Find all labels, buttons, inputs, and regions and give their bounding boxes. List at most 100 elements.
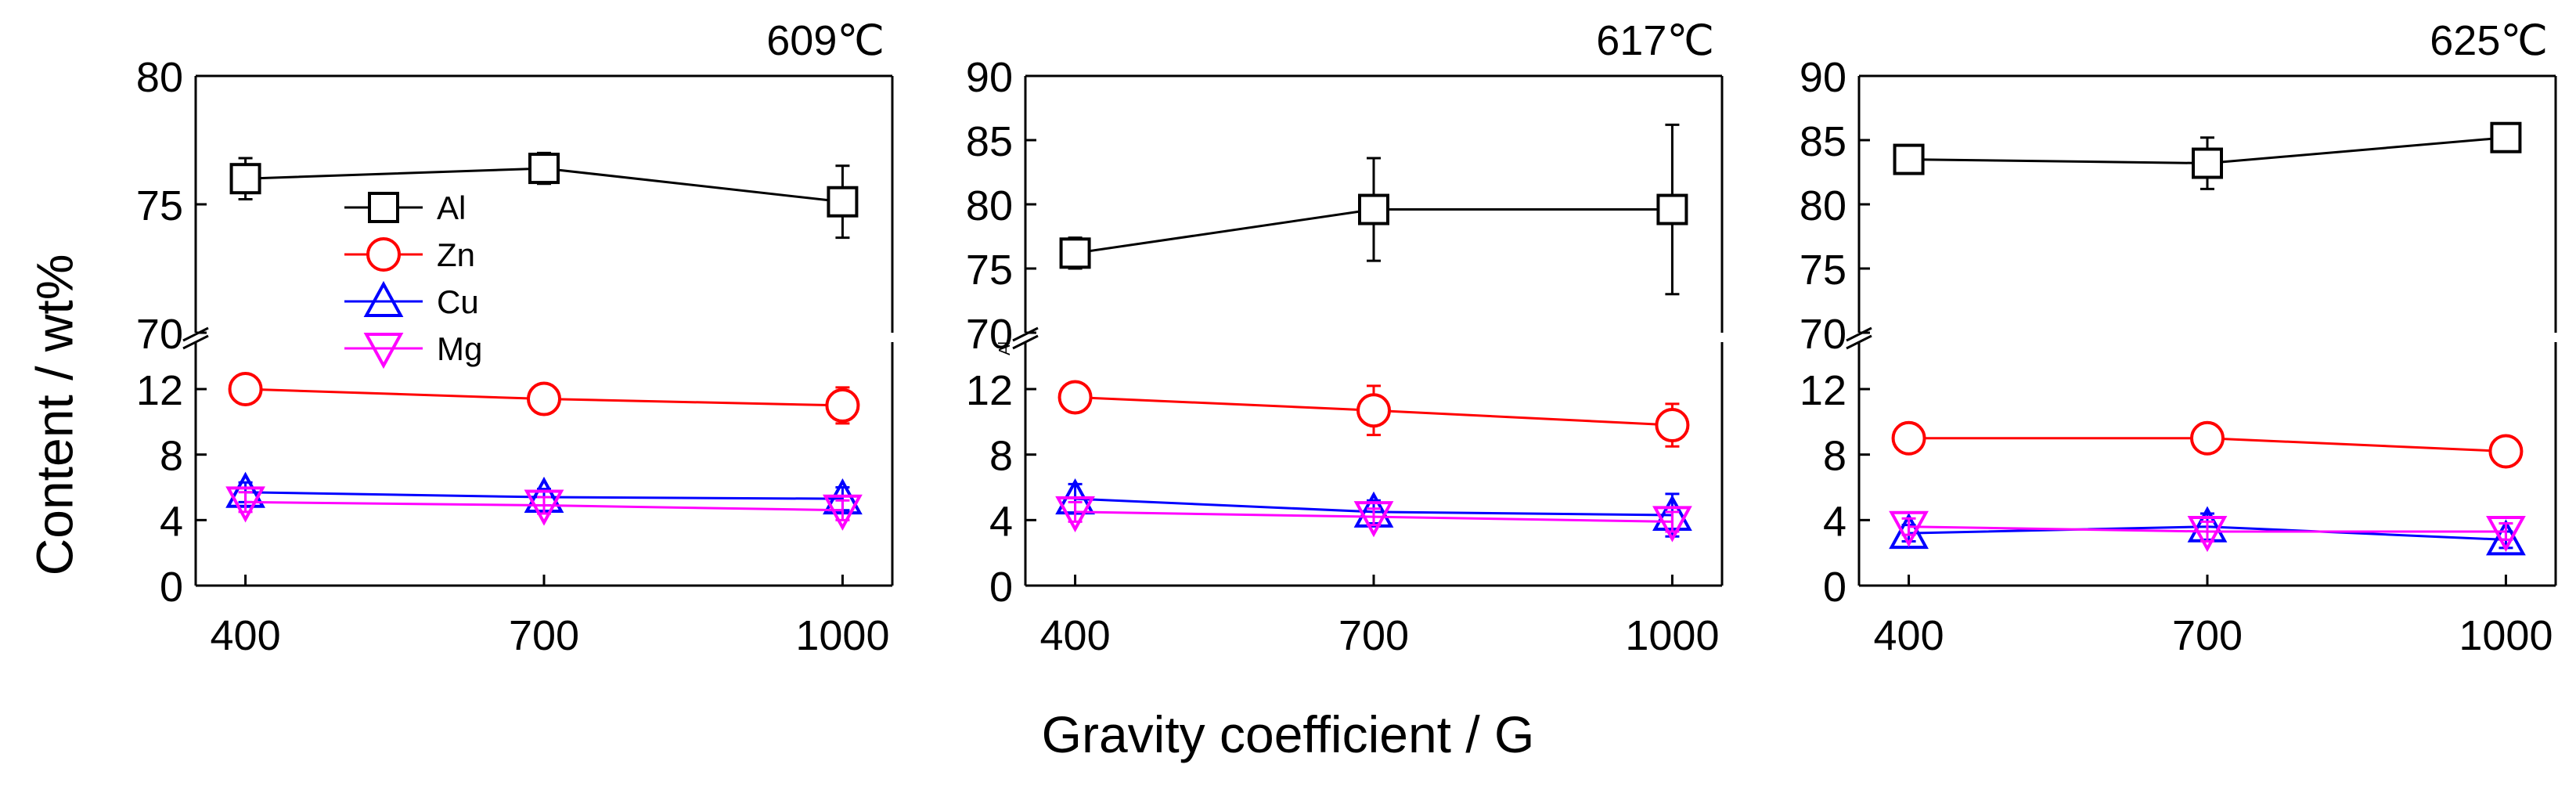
y-tick-label: 75 <box>966 247 1013 294</box>
data-point-mg <box>225 486 265 523</box>
legend-entry-mg: Mg <box>344 330 482 370</box>
data-point-zn <box>2190 420 2225 456</box>
y-tick-label: 90 <box>1800 54 1846 101</box>
data-point-mg <box>1652 506 1692 543</box>
data-point-al <box>1893 143 1925 175</box>
legend-entry-al: Al <box>344 189 466 226</box>
legend: Al Zn Cu Mg <box>344 189 482 370</box>
data-point-zn <box>228 372 263 406</box>
y-tick-label: 70 <box>966 311 1013 358</box>
data-point-mg <box>1055 496 1095 533</box>
legend-label: Al <box>437 189 466 226</box>
x-tick-label: 400 <box>1874 612 1944 659</box>
axis-break-mark <box>182 326 209 342</box>
axis-break-mark <box>1846 334 1872 350</box>
y-tick-label: 8 <box>989 433 1013 480</box>
legend-marker <box>368 192 399 223</box>
legend-label: Zn <box>437 236 475 273</box>
panel-title: 617℃ <box>1596 17 1714 64</box>
data-point-al <box>528 153 560 185</box>
legend-marker <box>363 333 404 370</box>
data-point-zn <box>527 381 561 416</box>
data-point-al <box>229 163 261 195</box>
legend-marker <box>366 237 401 272</box>
data-point-mg <box>1353 501 1394 538</box>
data-point-al <box>1059 237 1091 269</box>
legend-label: Cu <box>437 283 479 320</box>
figure-x-axis-label: Gravity coefficient / G <box>1041 705 1535 763</box>
y-tick-label: 80 <box>1800 182 1846 229</box>
data-point-al <box>2192 147 2223 179</box>
x-tick-label: 700 <box>1338 612 1409 659</box>
x-tick-label: 1000 <box>1625 612 1719 659</box>
data-point-cu <box>2486 519 2526 556</box>
y-tick-label: 8 <box>160 433 183 480</box>
data-point-mg <box>2187 515 2228 553</box>
x-tick-label: 700 <box>2172 612 2243 659</box>
data-point-zn <box>2488 434 2524 469</box>
y-tick-label: 80 <box>966 182 1013 229</box>
data-point-cu <box>1889 512 1929 550</box>
axis-break-mark <box>1012 326 1039 342</box>
legend-entry-cu: Cu <box>344 280 479 320</box>
x-tick-label: 400 <box>1040 612 1111 659</box>
panel-title: 625℃ <box>2430 17 2548 64</box>
data-point-al <box>1656 193 1688 225</box>
data-point-zn <box>1057 380 1093 415</box>
data-point-al <box>2490 121 2522 153</box>
y-tick-label: 4 <box>1823 498 1846 545</box>
series-mg <box>1889 510 2526 553</box>
x-tick-label: 700 <box>509 612 579 659</box>
axis-break-mark <box>1012 334 1039 350</box>
data-point-zn <box>1891 420 1926 456</box>
y-tick-label: 0 <box>1823 564 1846 611</box>
y-tick-label: 85 <box>1800 118 1846 165</box>
chart-panel-2: 70 75 80 85 90 0 4 8 12 400 700 1000 617℃ Al <box>966 17 1724 659</box>
y-tick-label: 75 <box>1800 247 1846 294</box>
data-point-zn <box>1356 393 1391 428</box>
data-point-mg <box>1889 510 1929 547</box>
y-tick-label: 75 <box>136 182 183 229</box>
y-tick-label: 70 <box>1800 311 1846 358</box>
series-al <box>229 151 859 240</box>
series-al <box>1059 123 1688 296</box>
legend-entry-zn: Zn <box>344 236 475 273</box>
series-mg <box>225 486 863 531</box>
chart-panel-1: 70 75 80 0 4 8 12 400 700 1000 609℃ Al Zn Cu Mg <box>136 17 894 659</box>
data-point-mg <box>823 494 863 531</box>
series-zn <box>1057 380 1690 448</box>
series-al <box>1893 121 2522 190</box>
x-tick-label: 400 <box>211 612 281 659</box>
axis-break-mark <box>182 334 209 350</box>
data-point-al <box>1358 193 1389 225</box>
series-zn <box>1891 420 2524 469</box>
x-tick-label: 1000 <box>2459 612 2553 659</box>
y-tick-label: 70 <box>136 311 183 358</box>
data-point-mg <box>2486 515 2526 553</box>
y-tick-label: 12 <box>136 367 183 414</box>
y-tick-label: 80 <box>136 54 183 101</box>
data-point-zn <box>825 388 860 423</box>
y-tick-label: 12 <box>1800 367 1846 414</box>
legend-marker <box>363 280 404 317</box>
data-point-al <box>827 186 859 218</box>
data-point-zn <box>1655 408 1690 443</box>
chart-panel-3: 70 75 80 85 90 0 4 8 12 400 700 1000 625℃ <box>1800 17 2557 659</box>
y-tick-label: 4 <box>989 498 1013 545</box>
x-tick-label: 1000 <box>795 612 889 659</box>
series-zn <box>228 372 860 425</box>
axis-break-mark <box>1846 326 1872 342</box>
y-tick-label: 8 <box>1823 433 1846 480</box>
y-tick-label: 85 <box>966 118 1013 165</box>
y-tick-label: 12 <box>966 367 1013 414</box>
series-mg <box>1055 496 1692 543</box>
data-point-mg <box>524 489 564 526</box>
y-tick-label: 90 <box>966 54 1013 101</box>
y-tick-label: 4 <box>160 498 183 545</box>
y-tick-label: 0 <box>160 564 183 611</box>
y-tick-label: 0 <box>989 564 1013 611</box>
panel-title: 609℃ <box>766 17 884 64</box>
y-axis-annotation: Al <box>996 341 1014 355</box>
legend-label: Mg <box>437 330 482 367</box>
